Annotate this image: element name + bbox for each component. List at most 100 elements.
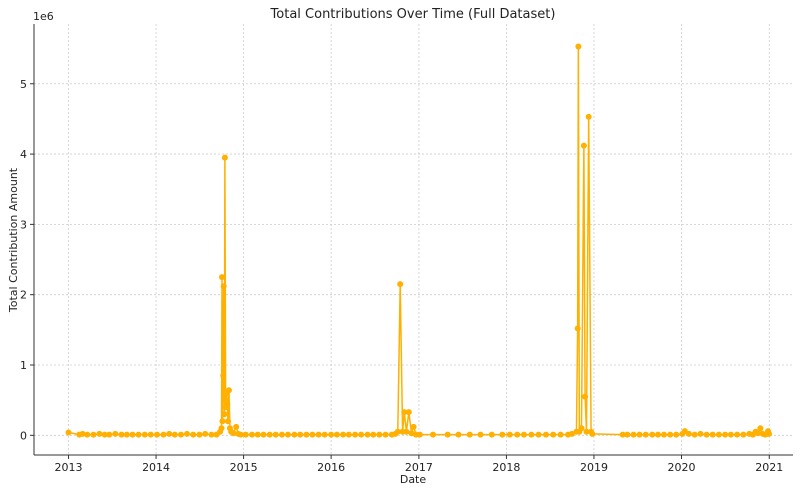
data-point (196, 431, 203, 438)
data-point (580, 142, 587, 149)
x-tick-label: 2015 (230, 461, 258, 474)
data-point (582, 393, 589, 400)
data-point (649, 431, 656, 438)
data-point (715, 431, 722, 438)
data-point (642, 431, 649, 438)
data-point (303, 431, 310, 438)
data-point (506, 431, 513, 438)
data-point (488, 431, 495, 438)
chart-title: Total Contributions Over Time (Full Data… (270, 7, 556, 22)
data-point (376, 431, 383, 438)
data-point (703, 431, 710, 438)
data-point (685, 430, 692, 437)
data-point (208, 431, 215, 438)
y-tick-label: 3 (20, 218, 27, 231)
data-point (430, 431, 437, 438)
data-point (233, 423, 240, 430)
data-point (382, 431, 389, 438)
y-ticks: 0 1 2 3 4 5 (20, 78, 34, 442)
data-point (691, 431, 698, 438)
data-point (444, 431, 451, 438)
data-point (466, 431, 473, 438)
data-point (190, 431, 197, 438)
data-point (358, 431, 365, 438)
data-point (220, 283, 227, 290)
y-axis-label: Total Contribution Amount (7, 167, 20, 313)
series-contributions (65, 43, 773, 438)
data-point (112, 430, 119, 437)
data-point (225, 418, 232, 425)
data-point (722, 431, 729, 438)
data-point (101, 431, 108, 438)
data-point (585, 113, 592, 120)
x-tick-label: 2020 (667, 461, 695, 474)
data-point (766, 430, 773, 437)
data-point (589, 430, 596, 437)
data-point (352, 431, 359, 438)
data-point (178, 431, 184, 438)
data-point (709, 431, 716, 438)
data-point (340, 431, 347, 438)
data-point (129, 431, 136, 438)
data-point (321, 431, 328, 438)
data-point (284, 431, 291, 438)
data-point (345, 431, 352, 438)
data-point (499, 431, 506, 438)
x-ticks: 2013 2014 2015 2016 2017 2018 2019 2020 2021 (55, 455, 783, 474)
data-point (403, 428, 410, 435)
x-tick-label: 2021 (755, 461, 783, 474)
data-point (574, 325, 581, 332)
data-point (333, 431, 340, 438)
data-point (84, 431, 91, 438)
data-point (291, 431, 298, 438)
y-multiplier-label: 1e6 (33, 10, 54, 23)
data-point (224, 400, 231, 407)
data-point (550, 431, 557, 438)
data-point (135, 431, 142, 438)
data-point (697, 430, 704, 437)
y-tick-label: 5 (20, 78, 27, 91)
data-point (221, 154, 228, 161)
data-point (248, 431, 255, 438)
y-tick-label: 1 (20, 359, 27, 372)
data-point (184, 430, 190, 437)
x-tick-label: 2018 (492, 461, 520, 474)
data-point (266, 431, 273, 438)
data-point (79, 430, 86, 437)
data-point (619, 431, 626, 438)
data-point (397, 281, 404, 288)
data-point (309, 431, 316, 438)
data-point (96, 430, 103, 437)
data-point (408, 430, 415, 437)
data-point (220, 372, 227, 379)
data-point (237, 431, 244, 438)
y-tick-label: 2 (20, 289, 27, 302)
data-point (568, 430, 575, 437)
data-point (557, 431, 564, 438)
data-point (221, 411, 228, 418)
data-point (370, 431, 377, 438)
x-tick-label: 2014 (142, 461, 170, 474)
data-point (154, 431, 161, 438)
data-point (624, 431, 631, 438)
x-tick-label: 2019 (580, 461, 608, 474)
data-point (219, 418, 226, 425)
data-point (166, 430, 173, 437)
data-point (219, 274, 226, 281)
data-point (315, 431, 322, 438)
data-point (636, 431, 643, 438)
data-point (754, 430, 761, 437)
x-tick-label: 2013 (55, 461, 83, 474)
data-point (667, 431, 674, 438)
data-point (242, 431, 249, 438)
grid-lines (34, 24, 793, 455)
data-point (90, 431, 97, 438)
data-point (65, 429, 72, 436)
data-point (225, 387, 232, 394)
data-point (260, 431, 267, 438)
data-point (401, 409, 408, 416)
data-point (106, 431, 113, 438)
data-point (673, 431, 680, 438)
data-point (535, 431, 542, 438)
